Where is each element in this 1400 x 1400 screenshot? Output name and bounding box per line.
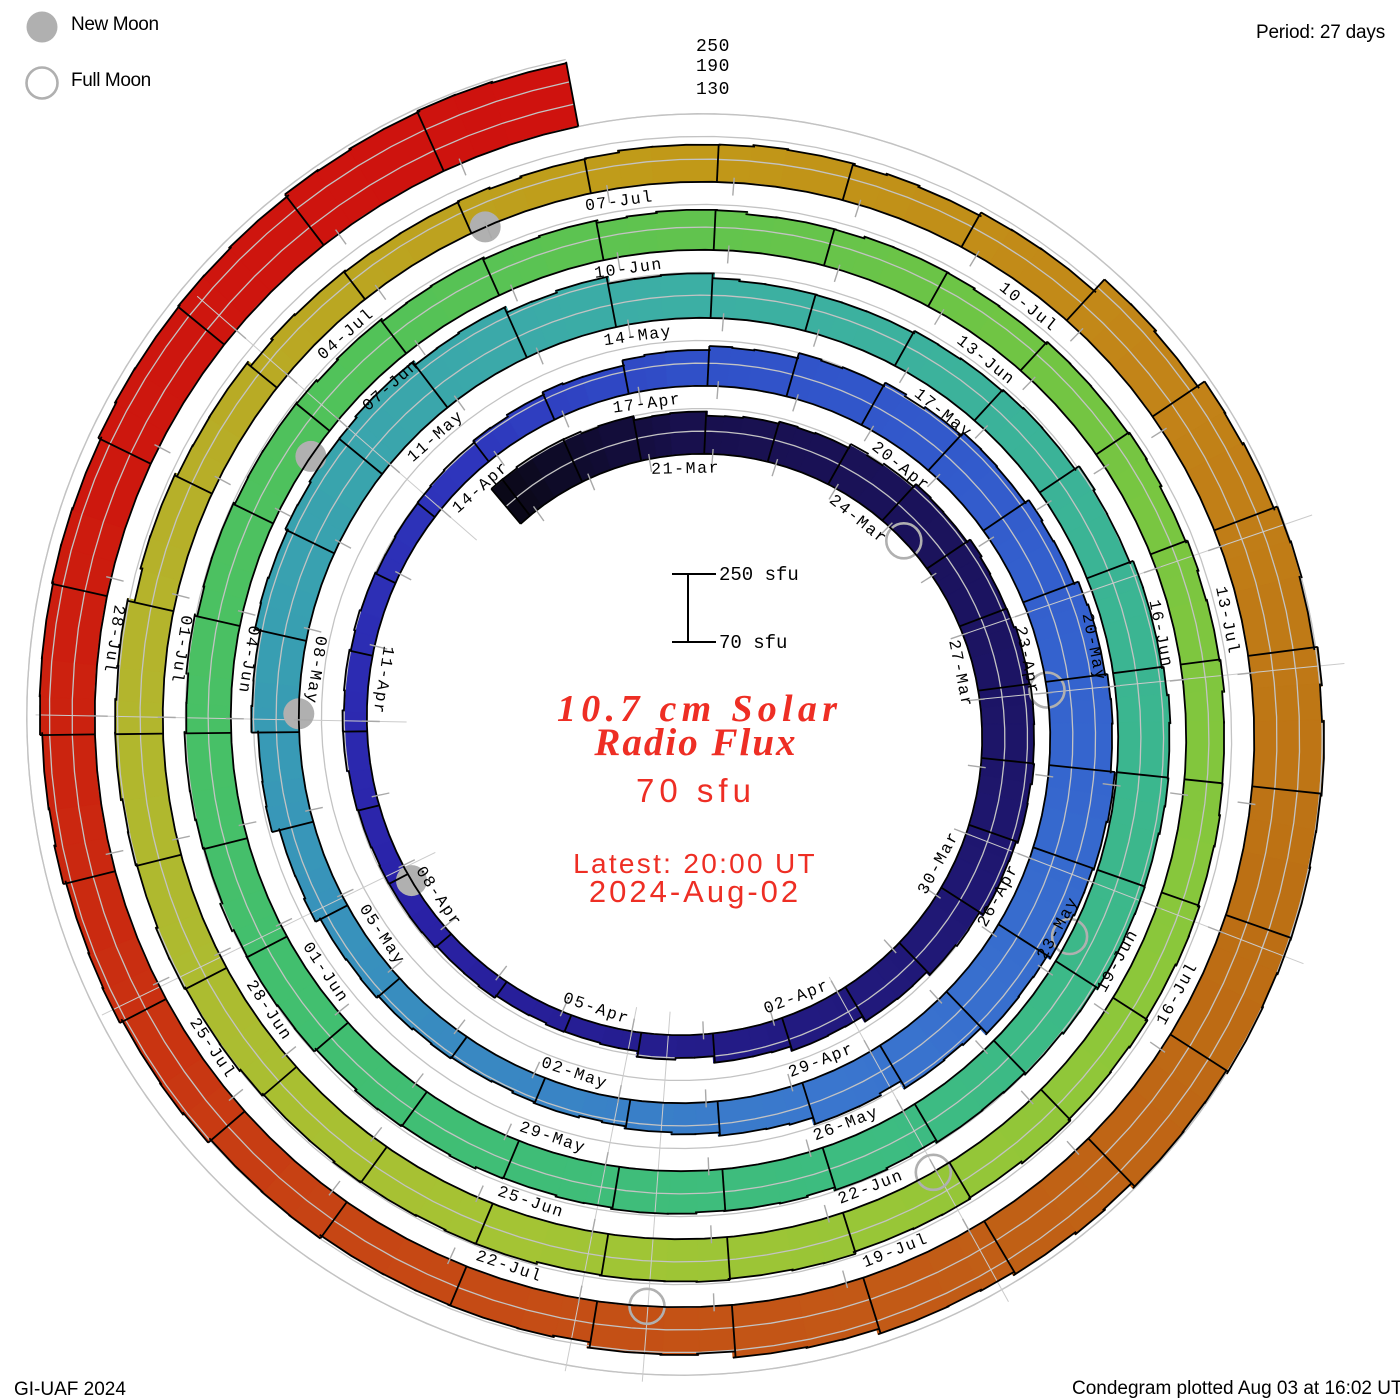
svg-text:21-Mar: 21-Mar	[651, 458, 720, 479]
